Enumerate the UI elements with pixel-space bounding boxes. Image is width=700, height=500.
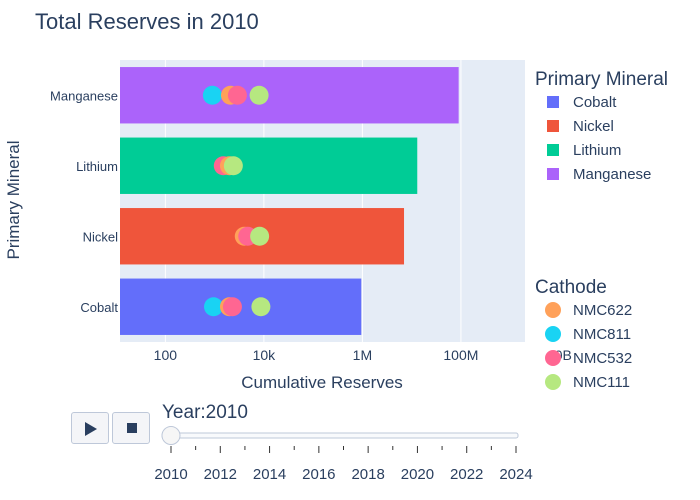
- legend-primary-mineral-title: Primary Mineral: [535, 69, 668, 90]
- slider-track[interactable]: [161, 432, 519, 439]
- legend-cathode: Cathode NMC622 NMC811 NMC532 NMC111: [535, 277, 632, 391]
- x-tick-label: 1M: [353, 347, 372, 363]
- legend-swatch-lithium[interactable]: [547, 144, 559, 156]
- x-tick-label: 100M: [443, 347, 478, 363]
- slider-tick-label: 2020: [401, 466, 434, 483]
- legend-marker-nmc111[interactable]: [545, 374, 561, 390]
- x-tick-label: 100: [154, 347, 178, 363]
- legend-label-nmc811: NMC811: [573, 326, 631, 343]
- legend-primary-mineral: Primary Mineral Cobalt Nickel Lithium Manga…: [535, 69, 668, 183]
- y-tick-label: Nickel: [83, 229, 119, 244]
- slider-tick-label: 2022: [450, 466, 483, 483]
- y-tick-label: Lithium: [76, 159, 118, 174]
- legend-swatch-manganese[interactable]: [547, 168, 559, 180]
- bar-series: [120, 67, 459, 335]
- bar-lithium[interactable]: [120, 137, 418, 194]
- play-icon: [85, 422, 97, 436]
- legend-label-nmc622: NMC622: [573, 302, 632, 319]
- y-tick-labels: Cobalt Nickel Lithium Manganese: [50, 88, 118, 315]
- legend-label-nmc532: NMC532: [573, 350, 632, 367]
- chart-title: Total Reserves in 2010: [35, 9, 259, 34]
- play-button[interactable]: [71, 412, 109, 444]
- x-tick-label: 10k: [253, 347, 277, 363]
- stop-button[interactable]: [112, 412, 150, 444]
- x-axis-label: Cumulative Reserves: [241, 373, 403, 392]
- legend-label-lithium: Lithium: [573, 142, 621, 159]
- legend-cathode-title: Cathode: [535, 277, 607, 298]
- slider-tick-label: 2010: [154, 466, 187, 483]
- slider-ticks: 2010 2012 2014 2016 2018 2020 2022 2024: [154, 446, 533, 483]
- point-cobalt-nmc111[interactable]: [251, 297, 271, 317]
- y-tick-label: Cobalt: [80, 300, 118, 315]
- point-series: [202, 85, 271, 317]
- slider-tick-label: 2014: [253, 466, 286, 483]
- slider-tick-label: 2024: [499, 466, 532, 483]
- slider-handle[interactable]: [161, 426, 181, 445]
- legend-marker-nmc622[interactable]: [545, 302, 561, 318]
- legend-swatch-nickel[interactable]: [547, 120, 559, 132]
- point-lithium-nmc111[interactable]: [223, 156, 243, 176]
- legend-label-nmc111: NMC111: [573, 374, 630, 391]
- legend-label-manganese: Manganese: [573, 166, 651, 183]
- point-cobalt-nmc532[interactable]: [222, 297, 242, 317]
- legend-swatch-cobalt[interactable]: [547, 96, 559, 108]
- point-cobalt-nmc811[interactable]: [204, 297, 224, 317]
- x-tick-labels: 10010k1M100M10B: [154, 347, 572, 363]
- slider-current-value: Year:2010: [162, 402, 248, 423]
- stop-icon: [127, 423, 137, 433]
- point-nickel-nmc111[interactable]: [250, 226, 270, 246]
- legend-label-nickel: Nickel: [573, 118, 614, 135]
- legend-marker-nmc532[interactable]: [545, 350, 561, 366]
- slider-tick-label: 2016: [302, 466, 335, 483]
- point-manganese-nmc811[interactable]: [202, 85, 222, 105]
- legend-label-cobalt: Cobalt: [573, 94, 617, 111]
- legend-marker-nmc811[interactable]: [545, 326, 561, 342]
- point-manganese-nmc532[interactable]: [227, 85, 247, 105]
- point-manganese-nmc111[interactable]: [249, 85, 269, 105]
- y-axis-label: Primary Mineral: [4, 140, 23, 259]
- bar-manganese[interactable]: [120, 67, 459, 124]
- y-tick-label: Manganese: [50, 88, 118, 103]
- slider-tick-label: 2018: [351, 466, 384, 483]
- slider-tick-label: 2012: [204, 466, 237, 483]
